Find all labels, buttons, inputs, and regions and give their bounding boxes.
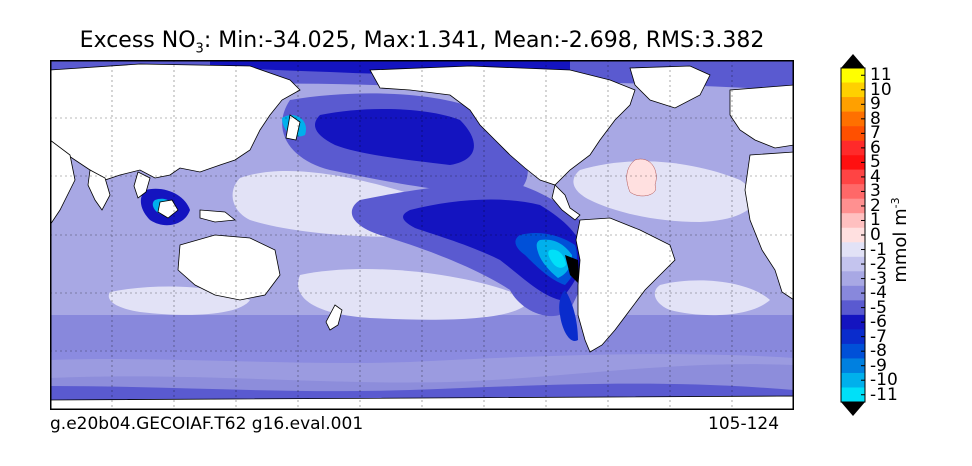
land-india	[87, 169, 111, 211]
colorbar-cell	[841, 387, 865, 403]
colorbar-label: mmol m-3	[889, 197, 911, 282]
colorbar-unit-exponent: -3	[889, 197, 902, 209]
colorbar-cells	[840, 54, 866, 416]
colorbar-tick-label: 5	[870, 152, 881, 173]
chile-coast-band	[559, 290, 578, 341]
north-pacific-core	[315, 108, 474, 165]
title-subscript: 3	[195, 41, 204, 57]
colorbar-tick-label: -2	[870, 254, 887, 275]
colorbar-ticks	[861, 74, 865, 396]
colorbar-tick-label: -1	[870, 239, 887, 260]
peru-upwelling-3	[548, 249, 566, 268]
colorbar-cell	[841, 97, 865, 112]
south-atlantic-gyre	[654, 280, 770, 316]
land-borneo	[157, 199, 179, 219]
land-new-zealand	[325, 304, 343, 331]
colorbar-tick-label: -4	[870, 283, 887, 304]
colorbar-cell	[841, 242, 865, 258]
colorbar-tick-label: 9	[870, 94, 881, 115]
north-atlantic-gyre	[573, 161, 755, 222]
land-europe	[729, 84, 794, 149]
colorbar-cell	[841, 343, 865, 359]
colorbar-cell	[841, 256, 865, 272]
colorbar-tick-label: -9	[870, 355, 887, 376]
land-australia	[177, 234, 281, 301]
land-new-guinea	[199, 209, 237, 223]
map-frame	[50, 60, 794, 410]
land-japan	[285, 114, 301, 141]
colorbar-unit: mmol m	[890, 208, 911, 283]
land	[50, 63, 794, 410]
colorbar-tick-label: -11	[870, 384, 898, 405]
colorbar-extend-min	[841, 402, 865, 416]
colorbar-cell	[841, 213, 865, 229]
colorbar-tick-label: 10	[870, 79, 892, 100]
colorbar-cell	[841, 271, 865, 287]
colorbar-cell	[841, 111, 865, 127]
colorbar-tick-label: 2	[870, 195, 881, 216]
sargasso-positive	[626, 158, 657, 197]
colorbar-cell	[841, 126, 865, 141]
colorbar-tick-label: 3	[870, 181, 881, 202]
land-se-asia	[133, 171, 151, 199]
chart-title: Excess NO3: Min:-34.025, Max:1.341, Mean…	[0, 28, 844, 56]
lat-lon-grid	[50, 60, 794, 410]
colorbar-cell	[841, 198, 865, 214]
colorbar-cell	[841, 184, 865, 199]
colorbar-cell	[841, 140, 865, 156]
colorbar-tick-label: -8	[870, 341, 887, 362]
colorbar-cell	[841, 329, 865, 345]
colorbar	[840, 54, 866, 416]
colorbar-tick-label: -6	[870, 312, 887, 333]
year-range: 105-124	[708, 414, 780, 434]
colorbar-tick-label: -10	[870, 370, 898, 391]
land-africa-east	[50, 139, 76, 226]
colorbar-cell	[841, 300, 865, 316]
colorbar-tick-label: -3	[870, 268, 887, 289]
colorbar-tick-label: 7	[870, 123, 881, 144]
eastern-pacific-core	[403, 199, 585, 300]
land-eurasia	[50, 63, 301, 181]
colorbar-cell	[841, 155, 865, 170]
land-central-america	[551, 184, 581, 221]
colorbar-cell	[841, 358, 865, 374]
land-south-america	[575, 217, 676, 353]
land-africa-west	[744, 151, 794, 301]
colorbar-tick-label: 4	[870, 166, 881, 187]
colorbar-cell	[841, 82, 865, 98]
colorbar-cell	[841, 314, 865, 330]
colorbar-tick-label: -5	[870, 297, 887, 318]
chile-coast-extreme	[565, 255, 580, 285]
colorbar-cell	[841, 169, 865, 185]
colorbar-cell	[841, 372, 865, 388]
colorbar-tick-label: 11	[870, 65, 892, 86]
colorbar-cell	[841, 227, 865, 243]
colorbar-cell	[841, 68, 865, 83]
colorbar-tick-label: 6	[870, 137, 881, 158]
colorbar-tick-label: 8	[870, 108, 881, 129]
colorbar-tick-label: -7	[870, 326, 887, 347]
title-suffix: : Min:-34.025, Max:1.341, Mean:-2.698, R…	[203, 28, 765, 53]
map-plot	[50, 60, 794, 410]
title-prefix: Excess NO	[79, 28, 196, 53]
colorbar-tick-label: 1	[870, 210, 881, 231]
case-name: g.e20b04.GECOIAF.T62 g16.eval.001	[50, 414, 364, 434]
colorbar-extend-max	[841, 54, 865, 68]
colorbar-tick-label: 0	[870, 225, 881, 245]
colorbar-cell	[841, 285, 865, 301]
south-pacific-gyre	[298, 269, 530, 320]
